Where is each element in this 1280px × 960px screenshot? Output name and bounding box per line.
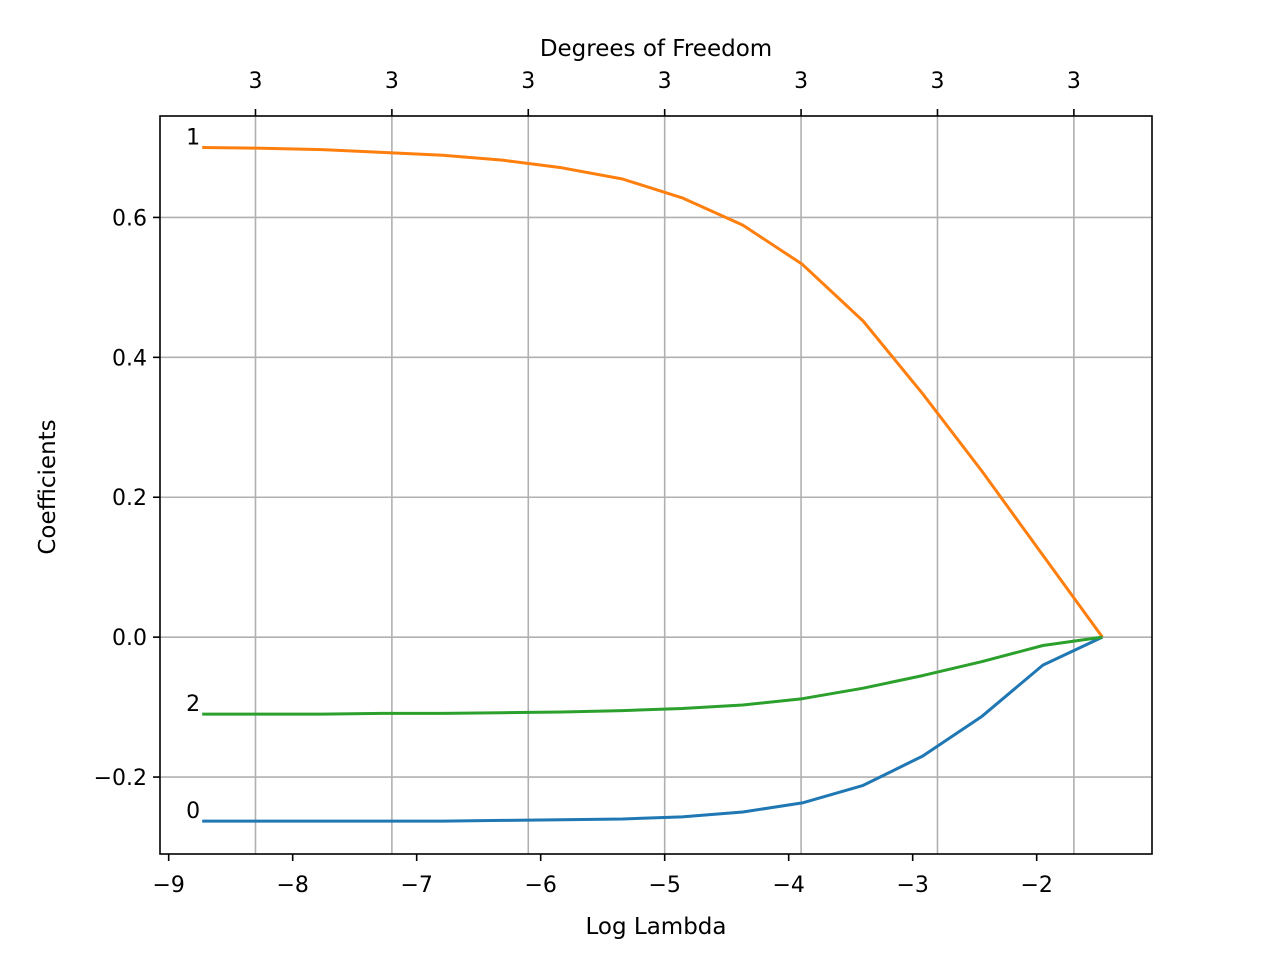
grid-lines — [160, 116, 1152, 854]
top-tick-label: 3 — [930, 69, 944, 94]
x-tick-label: −3 — [896, 873, 928, 898]
series-1-label: 1 — [186, 125, 200, 150]
top-tick-label: 3 — [248, 69, 262, 94]
x-tick-label: −8 — [276, 873, 308, 898]
y-tick-label: 0.6 — [112, 206, 147, 231]
series-labels: 0 1 2 — [186, 125, 200, 824]
top-tick-label: 3 — [658, 69, 672, 94]
series-lines — [202, 146, 1104, 823]
top-tick-label: 3 — [385, 69, 399, 94]
y-axis-label: Coefficients — [35, 419, 61, 554]
x-tick-label: −9 — [152, 873, 184, 898]
x-tick-label: −5 — [648, 873, 680, 898]
y-tick-label: 0.0 — [112, 626, 147, 651]
series-0-label: 0 — [186, 799, 200, 824]
plot-frame — [159, 115, 1153, 855]
x-tick-label: −2 — [1020, 873, 1052, 898]
x-axis-label: Log Lambda — [586, 914, 727, 940]
axis-ticks: −0.2 0.0 0.2 0.4 0.6 3 3 3 3 3 3 3 −9 −8 −7 −6 −5 −4 −3 −2 — [94, 69, 1081, 898]
top-axis-label: Degrees of Freedom — [540, 36, 772, 62]
y-tick-label: 0.4 — [112, 346, 147, 371]
series-0-line — [202, 635, 1104, 823]
series-1-line — [202, 146, 1104, 638]
y-tick-label: −0.2 — [94, 766, 147, 791]
series-2-line — [202, 635, 1103, 716]
x-tick-label: −7 — [400, 873, 432, 898]
top-tick-label: 3 — [794, 69, 808, 94]
series-2-label: 2 — [186, 692, 200, 717]
x-tick-label: −4 — [772, 873, 804, 898]
top-tick-label: 3 — [521, 69, 535, 94]
y-tick-label: 0.2 — [112, 486, 147, 511]
top-tick-label: 3 — [1067, 69, 1081, 94]
x-tick-label: −6 — [524, 873, 556, 898]
